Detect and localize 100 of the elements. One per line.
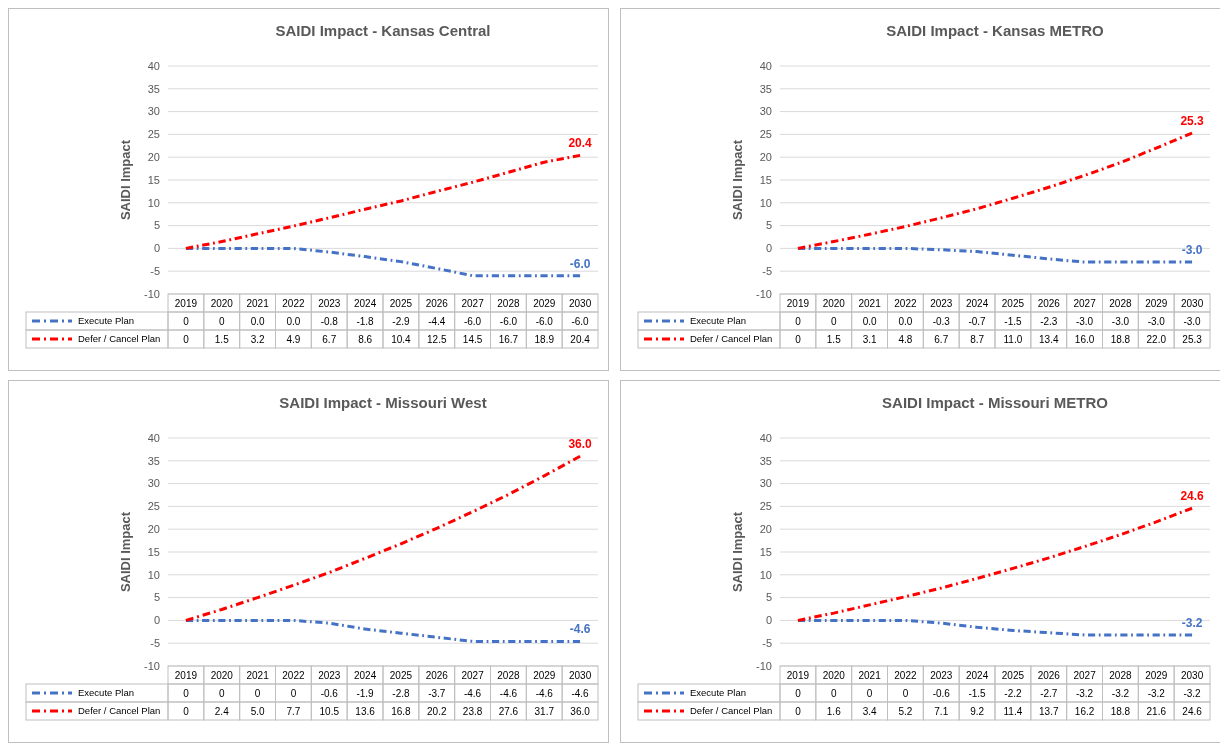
data-label: -2.3	[1040, 315, 1058, 327]
x-tick-label: 2020	[822, 297, 846, 309]
data-label: 13.4	[1039, 333, 1059, 345]
line-series	[184, 153, 582, 250]
y-tick-label: 5	[153, 591, 160, 604]
y-tick-label: 40	[147, 59, 160, 72]
data-label: 1.5	[214, 333, 230, 345]
y-tick-label: 0	[153, 242, 160, 255]
x-tick-label: 2021	[858, 669, 882, 681]
x-tick-label: 2029	[1145, 297, 1168, 309]
y-tick-label: 20	[147, 523, 160, 536]
x-tick-label: 2022	[894, 669, 917, 681]
data-label: -1.5	[968, 687, 987, 699]
data-label: -3.2	[1111, 687, 1130, 699]
data-label: 14.5	[462, 333, 483, 345]
data-label: 0	[218, 687, 225, 699]
legend-label: Execute Plan	[690, 315, 746, 327]
y-tick-label: -10	[756, 659, 772, 672]
x-tick-label: 2019	[786, 669, 810, 681]
data-label: -4.6	[571, 687, 590, 699]
data-label: -3.0	[1147, 315, 1166, 327]
data-label: 0	[830, 687, 837, 699]
x-tick-label: 2022	[282, 297, 305, 309]
data-label: 0	[254, 687, 261, 699]
data-label: 22.0	[1146, 333, 1167, 345]
y-tick-label: 10	[147, 568, 160, 581]
data-label: 0	[795, 315, 802, 327]
data-label: -4.6	[463, 687, 482, 699]
x-tick-label: 2020	[210, 669, 234, 681]
y-axis-title: SAIDI Impact	[118, 139, 133, 221]
data-label: 16.7	[498, 333, 519, 345]
x-tick-label: 2030	[568, 669, 592, 681]
legend-label: Execute Plan	[690, 687, 746, 699]
y-tick-label: 35	[147, 454, 160, 467]
annotation: -4.6	[569, 622, 591, 637]
chart-title: SAIDI Impact - Kansas METRO	[886, 22, 1105, 39]
x-tick-label: 2025	[1001, 669, 1025, 681]
annotation: 20.4	[568, 136, 593, 151]
x-tick-label: 2023	[930, 297, 953, 309]
x-tick-label: 2019	[174, 297, 198, 309]
chart-title: SAIDI Impact - Missouri METRO	[882, 394, 1109, 411]
data-label: 1.6	[826, 705, 842, 717]
y-tick-label: 40	[759, 59, 772, 72]
x-tick-label: 2026	[425, 297, 449, 309]
data-label: 13.7	[1039, 705, 1059, 717]
data-label: 20.4	[570, 333, 591, 345]
data-label: 0.0	[862, 315, 877, 327]
annotation: 24.6	[1180, 489, 1205, 504]
data-label: 8.7	[970, 333, 985, 345]
y-tick-label: 30	[759, 105, 772, 118]
x-tick-label: 2020	[210, 297, 234, 309]
x-tick-label: 2019	[786, 297, 810, 309]
data-label: 25.3	[1182, 333, 1203, 345]
y-tick-label: 5	[765, 219, 772, 232]
data-label: 11.4	[1003, 705, 1023, 717]
y-tick-label: 35	[759, 82, 772, 95]
data-label: 16.2	[1074, 705, 1095, 717]
legend-label: Defer / Cancel Plan	[690, 333, 773, 345]
y-tick-label: -5	[150, 265, 160, 278]
data-label: 10.4	[391, 333, 412, 345]
data-label: -3.0	[1111, 315, 1130, 327]
y-axis-title: SAIDI Impact	[730, 511, 745, 593]
data-label: -0.6	[932, 687, 951, 699]
data-label: 18.9	[534, 333, 555, 345]
data-label: 36.0	[570, 705, 591, 717]
y-tick-label: 25	[147, 128, 160, 141]
x-tick-label: 2021	[246, 669, 270, 681]
data-label: -6.0	[499, 315, 518, 327]
y-tick-label: 20	[759, 151, 772, 164]
x-tick-label: 2020	[822, 669, 846, 681]
data-label: -1.9	[356, 687, 375, 699]
y-tick-label: -10	[756, 287, 772, 300]
data-label: -6.0	[571, 315, 590, 327]
data-label: 6.7	[934, 333, 949, 345]
y-tick-label: 15	[759, 173, 772, 186]
data-label: 6.7	[322, 333, 337, 345]
data-label: 31.7	[534, 705, 555, 717]
data-label: -3.2	[1147, 687, 1166, 699]
annotation: -6.0	[569, 256, 591, 271]
y-tick-label: 0	[153, 614, 160, 627]
x-tick-label: 2023	[318, 669, 341, 681]
data-label: 0	[183, 315, 190, 327]
y-tick-label: -5	[762, 637, 772, 650]
data-label: -0.6	[320, 687, 339, 699]
data-label: -3.0	[1075, 315, 1094, 327]
y-tick-label: 30	[759, 477, 772, 490]
y-axis-title: SAIDI Impact	[118, 511, 133, 593]
data-label: 7.1	[934, 705, 949, 717]
x-tick-label: 2023	[930, 669, 953, 681]
legend-label: Defer / Cancel Plan	[78, 705, 161, 717]
data-label: 24.6	[1182, 705, 1203, 717]
y-tick-label: 35	[759, 454, 772, 467]
data-label: -3.2	[1183, 687, 1202, 699]
y-tick-label: -5	[150, 637, 160, 650]
x-tick-label: 2027	[461, 297, 485, 309]
annotation: -3.0	[1181, 243, 1203, 258]
y-tick-label: 40	[759, 431, 772, 444]
x-tick-label: 2021	[858, 297, 882, 309]
y-tick-label: 15	[147, 173, 160, 186]
data-label: 11.0	[1003, 333, 1023, 345]
